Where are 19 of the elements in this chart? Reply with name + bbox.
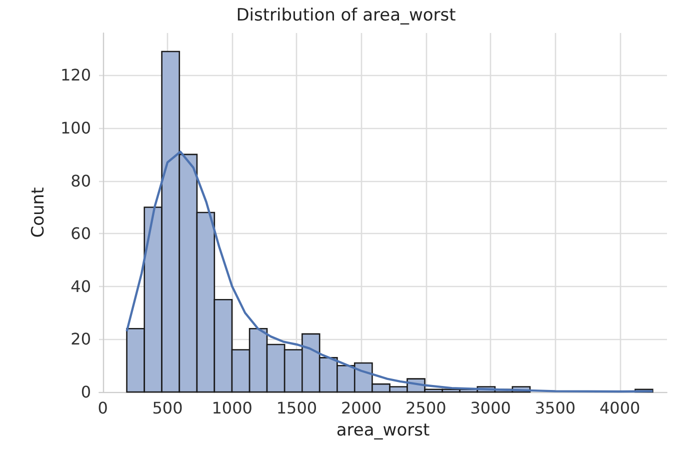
y-tick-label: 20 bbox=[70, 330, 91, 349]
y-tick-label: 40 bbox=[70, 276, 91, 296]
x-tick-label: 2500 bbox=[406, 398, 446, 418]
y-tick-label: 120 bbox=[60, 66, 91, 85]
x-tick-label: 4000 bbox=[599, 398, 640, 418]
x-tick-label: 2000 bbox=[340, 398, 382, 418]
y-tick-label: 80 bbox=[70, 171, 91, 190]
y-tick-label: 100 bbox=[60, 118, 91, 138]
x-tick-label: 1500 bbox=[276, 398, 318, 418]
x-tick-label: 0 bbox=[98, 398, 108, 418]
x-tick-label: 1000 bbox=[212, 398, 252, 418]
x-tick-label: 500 bbox=[152, 398, 183, 418]
x-tick-label: 3000 bbox=[470, 398, 511, 418]
y-axis-title: Count bbox=[28, 186, 48, 238]
x-tick-label: 3500 bbox=[534, 398, 576, 418]
chart-title: Distribution of area_worst bbox=[236, 6, 456, 26]
x-axis-title: area_worst bbox=[336, 420, 430, 440]
y-tick-label: 0 bbox=[80, 382, 91, 402]
y-tick-label: 60 bbox=[70, 224, 91, 244]
